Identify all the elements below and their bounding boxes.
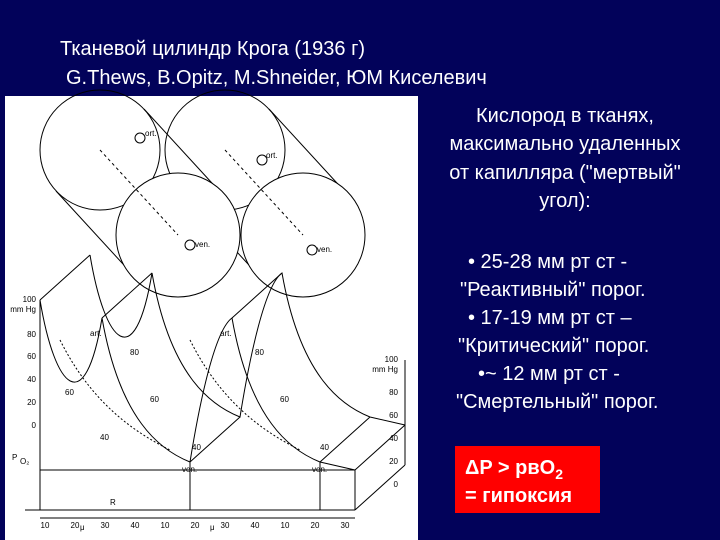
heading-line: Кислород в тканях, [476,105,654,127]
formula-main: ΔP > рвO [465,457,555,479]
bottom-axis-label: 40 [251,521,260,530]
diagram-label: μ [210,523,215,532]
diagram-label: ort. [266,151,278,160]
title-line: G.Thews, B.Opitz, M.Shneider, ЮМ Киселев… [66,67,487,89]
left-axis-label: 0 [32,421,37,430]
block [25,254,406,519]
left-axis-label: mm Hg [10,305,36,314]
bottom-axis-label: 10 [161,521,170,530]
heading-line: максимально удаленных [449,133,680,155]
bullet-line: •~ 12 мм рт ст - [478,363,620,385]
bottom-axis-label: 10 [281,521,290,530]
diagram-label: 60 [65,388,74,397]
heading-line: от капилляра ("мертвый" [449,162,680,184]
cylinders [39,89,366,298]
diagram-label: μ [80,523,85,532]
diagram-label: art. [220,329,232,338]
bullet-line: • 17-19 мм рт ст – [468,307,632,329]
diagram-label: art. [90,329,102,338]
left-axis-title: P [12,453,17,462]
diagram-label: 80 [130,348,139,357]
heading-line: угол): [539,190,590,212]
bottom-axis-label: 30 [341,521,350,530]
diagram-label: ven. [182,465,197,474]
right-axis-label: mm Hg [372,365,398,374]
formula-result: = гипоксия [465,485,572,507]
diagram-label: 40 [320,443,329,452]
formula-subscript: 2 [555,466,563,482]
diagram-label: ven. [317,245,332,254]
formula: ΔP > рвO2 [465,457,563,482]
bottom-axis-label: 10 [41,521,50,530]
figure [5,89,418,540]
diagram-label: 80 [255,348,264,357]
bullet-line: "Критический" порог. [458,335,649,357]
figure-background [5,96,418,540]
bottom-axis-label: 20 [71,521,80,530]
bottom-axis-label: 40 [131,521,140,530]
right-axis-label: 100 [385,355,399,364]
diagram-label: 60 [150,395,159,404]
right-axis-label: 60 [389,411,398,420]
bullet-line: "Реактивный" порог. [460,279,646,301]
diagram-label: 60 [280,395,289,404]
diagram-label: R [110,498,116,507]
right-axis-label: 40 [389,434,398,443]
diagram-label: 40 [100,433,109,442]
right-axis-label: 20 [389,457,398,466]
right-axis-label: 0 [394,480,399,489]
left-axis-label: 40 [27,375,36,384]
diagram-label: ven. [312,465,327,474]
title-line: Тканевой цилиндр Крога (1936 г) [60,38,365,60]
left-axis-label: 60 [27,352,36,361]
diagram-label: ort. [145,129,157,138]
bottom-axis-label: 30 [221,521,230,530]
bottom-axis-label: 20 [311,521,320,530]
conclusion-box [455,446,600,513]
bullet-line: • 25-28 мм рт ст - [468,251,627,273]
bullet-line: "Смертельный" порог. [456,391,658,413]
left-axis-label: 20 [27,398,36,407]
bottom-axis-label: 20 [191,521,200,530]
diagram-label: ven. [195,240,210,249]
diagram-label: 40 [192,443,201,452]
bottom-axis-label: 30 [101,521,110,530]
left-axis-label: 80 [27,330,36,339]
left-axis-label: 100 [23,295,37,304]
left-axis-subscript: O₂ [20,457,29,466]
right-axis-label: 80 [389,388,398,397]
